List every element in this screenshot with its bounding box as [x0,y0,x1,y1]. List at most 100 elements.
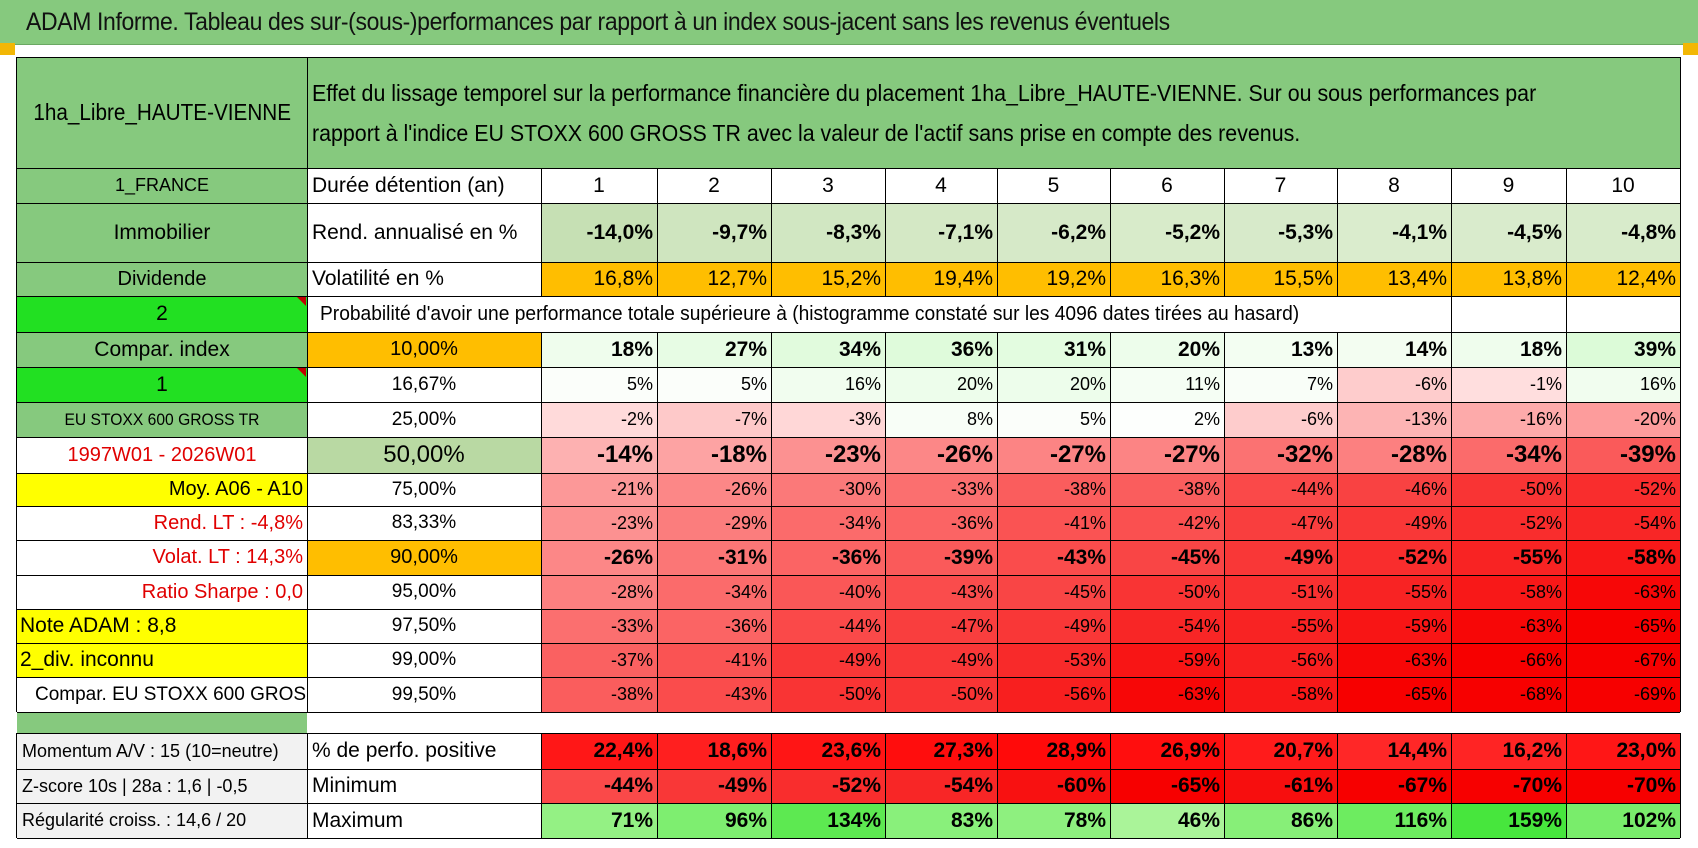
min-cell-8-text: -67% [1397,774,1447,797]
q5-cell-4-text: -33% [950,479,993,499]
pos-cell-3: 23,6% [771,733,885,769]
q1-cell-3-text: 34% [838,337,881,361]
pos-cell-4-text: 27,3% [933,739,993,762]
q7-cell-9: -55% [1451,540,1566,575]
q6-cell-6: -42% [1110,506,1224,540]
q11-cell-8-text: -65% [1404,684,1447,704]
max-label: Maximum [307,803,541,838]
max-cell-10: 102% [1566,803,1680,838]
outer-top-border [16,57,1681,58]
max-cell-1-text: 71% [610,808,653,832]
q6-cell-3: -34% [771,506,885,540]
selector-2[interactable]: 2 [17,296,307,332]
grid-line [1451,168,1452,296]
q4-cell-9-text: -34% [1505,441,1562,468]
q2-cell-9-text: -1% [1529,374,1562,394]
max-cell-8: 116% [1337,803,1451,838]
max-cell-4: 83% [885,803,997,838]
vol-cell-3: 15,2% [771,262,885,296]
grid-line [17,838,1680,839]
q7-cell-4: -39% [885,540,997,575]
asset-name-cell-text: 1ha_Libre_HAUTE-VIENNE [33,99,291,125]
q10-cell-4-text: -49% [950,649,993,670]
rend-cell-2: -9,7% [657,203,771,262]
vol-cell-2: 12,7% [657,262,771,296]
q11-cell-10-text: -69% [1633,684,1676,704]
selector-1[interactable]: 1 [17,367,307,402]
selector-2-text: 2 [156,302,168,325]
q9-cell-3: -44% [771,609,885,643]
q10-cell-4: -49% [885,643,997,677]
grid-line [307,733,308,838]
q9-cell-1-text: -33% [610,615,653,636]
q7-cell-3: -36% [771,540,885,575]
q6-cell-6-text: -42% [1177,512,1220,533]
q5-cell-1: -21% [541,473,657,506]
corner-marker-right [1683,43,1698,55]
pos-cell-8: 14,4% [1337,733,1451,769]
q3-cell-2: -7% [657,402,771,437]
vol-cell-10-text: 12,4% [1616,267,1676,290]
q8-cell-1-text: -28% [610,581,653,602]
q6-cell-8-text: -49% [1404,512,1447,533]
q6-cell-5-text: -41% [1063,512,1106,533]
q5-cell-6: -38% [1110,473,1224,506]
vol-cell-9: 13,8% [1451,262,1566,296]
q1-cell-3: 34% [771,332,885,367]
grid-line [17,168,1680,169]
q11-cell-3-text: -50% [838,684,881,704]
q9-cell-4: -47% [885,609,997,643]
report-title: ADAM Informe. Tableau des sur-(sous-)per… [26,8,1170,36]
q10-cell-1: -37% [541,643,657,677]
q6-cell-9: -52% [1451,506,1566,540]
q6-cell-10: -54% [1566,506,1680,540]
q2-cell-8: -6% [1337,367,1451,402]
min-cell-3: -52% [771,769,885,803]
sharpe-label-text: Ratio Sharpe : 0,0 [141,580,303,603]
grid-line [1224,332,1225,712]
zscore-label-text: Z-score 10s | 28a : 1,6 | -0,5 [22,775,248,796]
volat-lt-label: Volat. LT : 14,3% [17,540,307,575]
rend-cell-6-text: -5,2% [1165,220,1220,244]
max-cell-7-text: 86% [1290,808,1333,832]
min-cell-1: -44% [541,769,657,803]
max-cell-6-text: 46% [1177,808,1220,832]
grid-line [1680,332,1681,712]
min-cell-5: -60% [997,769,1110,803]
q7-cell-6-text: -45% [1170,545,1220,569]
q1-cell-7: 13% [1224,332,1337,367]
q5-cell-8-text: -46% [1404,479,1447,499]
q9-cell-9: -63% [1451,609,1566,643]
q4-cell-5-text: -27% [1049,441,1106,468]
q4-cell-7-text: -32% [1276,441,1333,468]
q10-cell-5: -53% [997,643,1110,677]
min-cell-10: -70% [1566,769,1680,803]
q8-cell-2-text: -34% [724,581,767,602]
q5-cell-5: -38% [997,473,1110,506]
q8-cell-8-text: -55% [1404,581,1447,602]
period-label-text: 1997W01 - 2026W01 [67,443,257,466]
q9-cell-4-text: -47% [950,615,993,636]
selector-2-marker [297,297,306,306]
q5-cell-2: -26% [657,473,771,506]
q3-cell-6: 2% [1110,402,1224,437]
outer-left-border [16,57,17,712]
description-cell-text: Effet du lissage temporel sur la perform… [312,79,1537,146]
gap-green-bar [17,712,307,733]
q4-cell-3-text: -23% [824,441,881,468]
q8-cell-10: -63% [1566,575,1680,609]
grid-line [997,733,998,838]
year-header-5-text: 5 [1047,173,1060,197]
q3-cell-4-text: 8% [966,409,993,429]
q1-cell-9: 18% [1451,332,1566,367]
q1-cell-10: 39% [1566,332,1680,367]
vol-cell-5-text: 19,2% [1046,267,1106,290]
min-cell-8: -67% [1337,769,1451,803]
rend-lt-label-text: Rend. LT : -4,8% [153,511,303,534]
q5-cell-7-text: -44% [1290,479,1333,499]
grid-line [541,332,542,712]
quantile-pct-5-text: 75,00% [391,478,457,500]
q1-cell-4: 36% [885,332,997,367]
max-cell-10-text: 102% [1622,808,1676,832]
grid-line [771,332,772,712]
